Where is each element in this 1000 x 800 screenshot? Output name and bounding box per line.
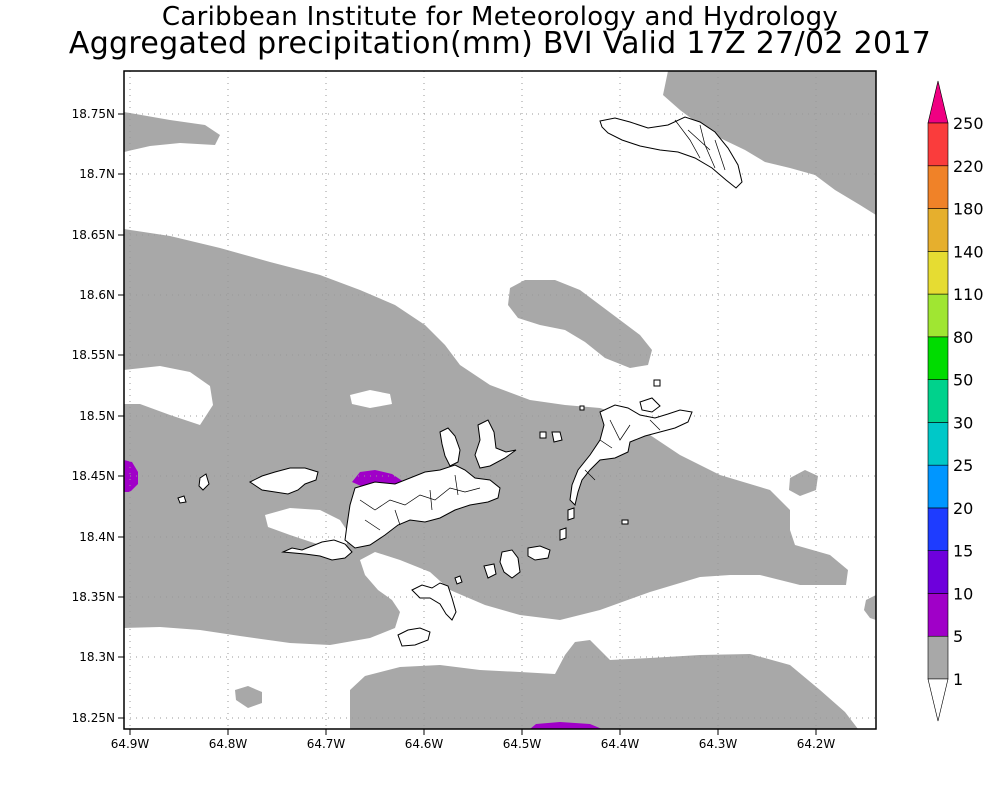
lat-label: 18.75N (72, 107, 115, 121)
longitude-labels: 64.9W 64.8W 64.7W 64.6W 64.5W 64.4W 64.3… (111, 737, 836, 751)
colorbar-swatch (927, 507, 949, 551)
colorbar-swatch (927, 550, 949, 594)
institution-title: Caribbean Institute for Meteorology and … (161, 2, 839, 32)
island-southwest-group (281, 539, 353, 561)
colorbar-label: 30 (953, 413, 973, 432)
lon-label: 64.4W (601, 737, 640, 751)
latitude-labels: 18.75N 18.7N 18.65N 18.6N 18.55N 18.5N 1… (72, 107, 115, 725)
precip-field-central-blob (508, 280, 652, 368)
precip-field-south (350, 640, 858, 729)
colorbar-label: 20 (953, 499, 973, 518)
colorbar-swatch (927, 464, 949, 509)
colorbar-swatch (927, 251, 949, 295)
island-virgin-gorda (569, 404, 693, 506)
colorbar-swatch (927, 379, 949, 423)
precip-field-5to10-south (530, 722, 602, 729)
lon-label: 64.5W (503, 737, 542, 751)
lat-label: 18.6N (79, 288, 115, 302)
lon-label: 64.7W (307, 737, 346, 751)
colorbar-label: 110 (953, 285, 984, 304)
precip-gap-west (124, 366, 213, 425)
precip-gap-south (265, 508, 350, 548)
colorbar-arrow-max (927, 80, 949, 124)
lat-label: 18.65N (72, 228, 115, 242)
colorbar-swatch (927, 422, 949, 466)
lat-label: 18.5N (79, 409, 115, 423)
colorbar-label: 25 (953, 456, 973, 475)
island-outlines (177, 116, 743, 647)
map-title: Aggregated precipitation(mm) BVI Valid 1… (68, 26, 932, 61)
colorbar-label: 1 (953, 670, 963, 689)
lat-label: 18.45N (72, 469, 115, 483)
lat-label: 18.35N (72, 590, 115, 604)
lon-label: 64.2W (797, 737, 836, 751)
lat-label: 18.7N (79, 167, 115, 181)
colorbar-arrow-min (927, 678, 949, 722)
lat-label: 18.3N (79, 650, 115, 664)
lon-label: 64.8W (209, 737, 248, 751)
colorbar-label: 250 (953, 114, 984, 133)
precip-field-southwest-blob (235, 686, 262, 708)
colorbar-label: 10 (953, 584, 973, 603)
colorbar-swatch (927, 336, 949, 380)
colorbar-label: 180 (953, 200, 984, 219)
lon-label: 64.3W (699, 737, 738, 751)
lon-label: 64.9W (111, 737, 150, 751)
lat-label: 18.4N (79, 530, 115, 544)
lon-label: 64.6W (405, 737, 444, 751)
colorbar-swatch (927, 635, 949, 680)
lat-label: 18.25N (72, 711, 115, 725)
precip-field-northwest (124, 112, 220, 152)
island-anegada (599, 116, 743, 189)
colorbar-swatch (927, 293, 949, 338)
colorbar-swatch (927, 208, 949, 252)
colorbar-swatch (927, 165, 949, 209)
lat-label: 18.55N (72, 348, 115, 362)
precip-field-east-edge (864, 595, 876, 620)
colorbar-swatch (927, 593, 949, 637)
precip-gap-small (350, 390, 392, 408)
colorbar-label: 15 (953, 542, 973, 561)
colorbar-label: 50 (953, 371, 973, 390)
precip-field-northeast (663, 71, 876, 215)
colorbar-swatch (927, 122, 949, 167)
map-frame (123, 70, 877, 730)
colorbar-label: 80 (953, 328, 973, 347)
colorbar-label: 220 (953, 157, 984, 176)
colorbar-label: 5 (953, 627, 963, 646)
island-tortola (344, 464, 501, 549)
colorbar-label: 140 (953, 242, 984, 261)
axis-ticks (118, 113, 817, 735)
island-jost-van-dyke (249, 467, 319, 495)
